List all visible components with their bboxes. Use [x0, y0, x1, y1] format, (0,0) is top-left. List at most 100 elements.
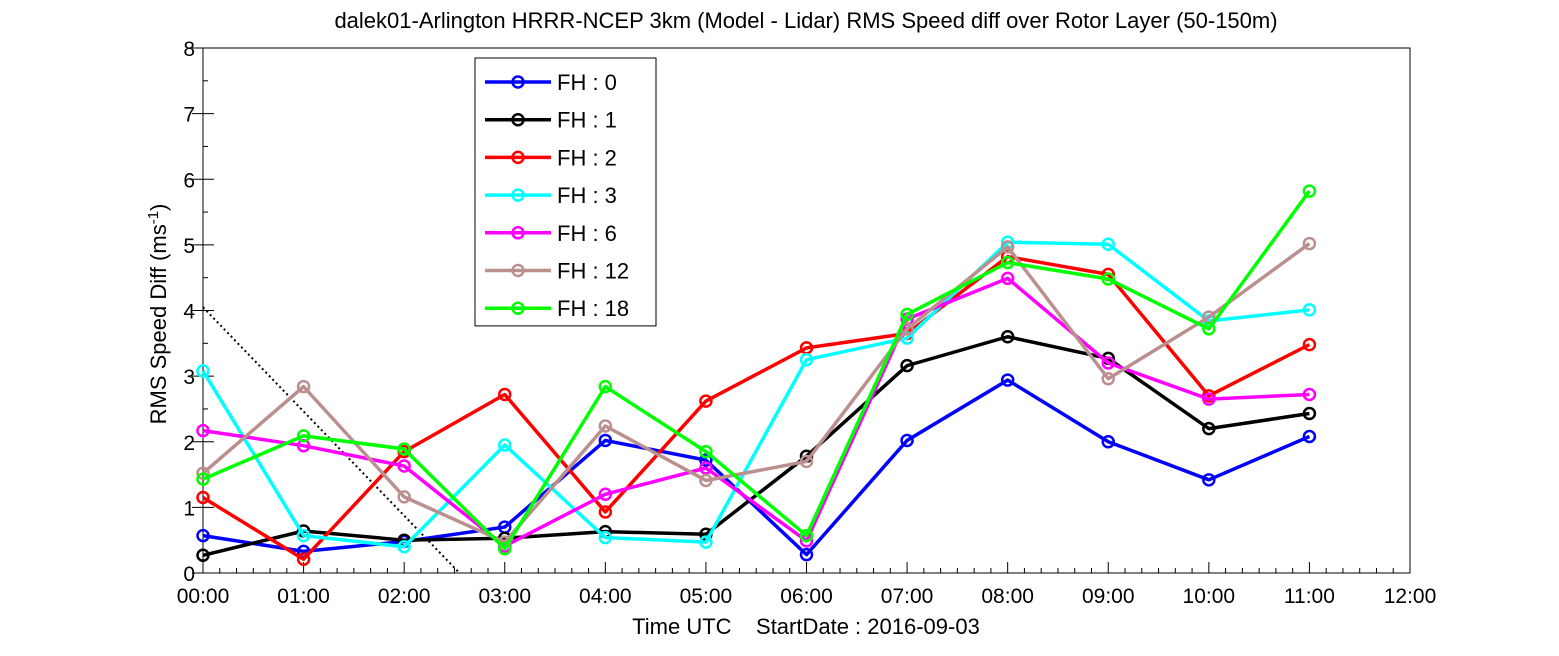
- legend-label: FH : 1: [557, 108, 617, 133]
- y-tick-label: 3: [183, 366, 195, 389]
- legend-box: [474, 57, 657, 327]
- data-point: [1101, 435, 1115, 449]
- data-point: [1101, 237, 1115, 251]
- data-point: [1302, 236, 1317, 251]
- x-tick-label: 11:00: [1284, 585, 1335, 608]
- series-line: [202, 254, 1311, 561]
- y-axis-label-close: ): [146, 204, 171, 211]
- series-5: [196, 236, 1317, 549]
- axes: 0 1 2 3 4 5 6 7 8 00:00 01:00 02:00 03:00 04:00 05:00 0…: [177, 38, 1437, 608]
- data-point: [1302, 337, 1317, 352]
- data-point: [699, 461, 713, 475]
- data-point: [598, 419, 613, 433]
- legend-swatch-marker: [511, 263, 525, 278]
- data-point: [598, 505, 613, 519]
- y-tick-label: 5: [183, 235, 195, 258]
- data-point: [397, 490, 411, 504]
- legend-label: FH : 12: [557, 259, 629, 284]
- data-point: [699, 444, 713, 459]
- legend: FH : 0 FH : 1 FH : 2 FH : 3 FH : 6 FH : 12 FH …: [474, 57, 657, 327]
- data-point: [598, 379, 613, 394]
- legend-label: FH : 0: [557, 70, 617, 95]
- y-tick-label: 4: [183, 301, 195, 324]
- legend-swatch-marker: [511, 226, 525, 240]
- x-tick-label: 03:00: [478, 585, 531, 608]
- series-1: [196, 330, 1317, 563]
- data-point: [196, 423, 210, 438]
- data-point: [799, 528, 814, 543]
- data-point: [598, 530, 613, 545]
- chart-title: dalek01-Arlington HRRR-NCEP 3km (Model -…: [334, 8, 1277, 33]
- reference-line-group: [202, 306, 461, 574]
- legend-label: FH : 3: [557, 183, 617, 208]
- data-point: [598, 487, 613, 501]
- series-3: [196, 235, 1317, 554]
- y-tick-label: 6: [183, 169, 195, 192]
- legend-swatch-marker: [511, 301, 525, 315]
- series-line: [201, 242, 1311, 544]
- data-point: [196, 490, 210, 505]
- data-point: [1101, 356, 1115, 370]
- data-point: [1202, 421, 1216, 436]
- data-point: [699, 473, 713, 488]
- data-point: [196, 364, 210, 378]
- data-point: [196, 472, 210, 486]
- data-point: [397, 540, 411, 554]
- series-6: [196, 184, 1317, 556]
- data-point: [1000, 373, 1015, 387]
- legend-swatch-marker: [511, 75, 525, 89]
- data-point: [1000, 240, 1015, 254]
- data-point: [1101, 372, 1115, 386]
- series-0: [196, 373, 1317, 562]
- legend-swatch-marker: [511, 112, 525, 127]
- data-point: [699, 394, 713, 408]
- legend-label: FH : 6: [557, 221, 617, 246]
- y-tick-label: 7: [183, 104, 195, 127]
- x-tick-label: 05:00: [680, 585, 733, 608]
- y-tick-label: 2: [183, 432, 195, 455]
- legend-label: FH : 2: [557, 145, 617, 170]
- data-point: [799, 352, 814, 367]
- y-tick-label: 0: [183, 563, 195, 586]
- data-point: [799, 547, 814, 562]
- data-point: [1302, 406, 1317, 421]
- data-point: [900, 433, 914, 448]
- x-tick-label: 02:00: [378, 585, 431, 608]
- data-point: [1202, 392, 1216, 406]
- legend-swatch-marker: [511, 188, 525, 202]
- y-axis-label-superscript: -1: [145, 211, 162, 224]
- x-tick-label: 10:00: [1183, 585, 1236, 608]
- data-point: [1302, 184, 1317, 198]
- data-point: [296, 429, 311, 443]
- data-point: [498, 438, 512, 452]
- x-tick-label: 06:00: [780, 585, 833, 608]
- y-axis-label-main: RMS Speed Diff (ms: [146, 224, 171, 424]
- data-point: [699, 453, 713, 467]
- reference-line: [202, 306, 461, 574]
- data-point: [799, 454, 814, 469]
- series-line: [201, 240, 1310, 549]
- data-point: [598, 433, 613, 448]
- data-point: [196, 528, 210, 543]
- data-point: [296, 379, 311, 394]
- x-tick-label: 12:00: [1384, 585, 1437, 608]
- series-line: [202, 378, 1311, 557]
- data-point: [296, 552, 311, 566]
- x-axis-label: Time UTC StartDate : 2016-09-03: [632, 614, 980, 639]
- x-tick-label: 04:00: [579, 585, 632, 608]
- data-point: [1202, 322, 1216, 336]
- data-point: [1302, 429, 1317, 444]
- data-point: [1101, 272, 1115, 286]
- y-tick-label: 1: [183, 497, 195, 520]
- y-tick-label: 8: [183, 38, 195, 61]
- data-point: [699, 535, 713, 549]
- data-point: [296, 528, 311, 543]
- y-axis-label: RMS Speed Diff (ms-1): [145, 204, 172, 425]
- x-tick-label: 07:00: [881, 585, 934, 608]
- x-tick-label: 08:00: [981, 585, 1034, 608]
- data-point: [498, 387, 512, 402]
- legend-label: FH : 18: [557, 296, 629, 321]
- data-point: [1000, 271, 1015, 286]
- series-group: [196, 184, 1317, 566]
- x-tick-label: 01:00: [277, 585, 330, 608]
